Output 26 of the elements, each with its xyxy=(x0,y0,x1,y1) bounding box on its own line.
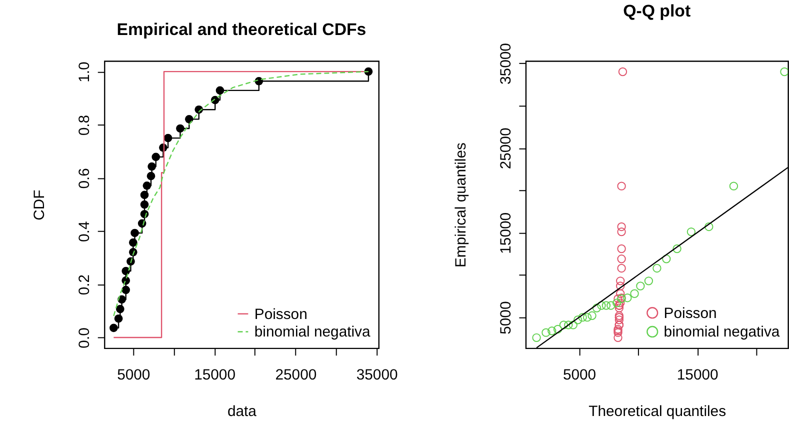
x-tick-label: 15000 xyxy=(676,367,718,384)
legend-label: binomial negativa xyxy=(664,324,780,341)
x-axis-title: Theoretical quantiles xyxy=(588,404,726,420)
y-axis-title: CDF xyxy=(32,190,48,220)
x-axis-title: data xyxy=(227,404,258,420)
y-tick-label: 25000 xyxy=(498,128,514,170)
y-tick-label: 1.0 xyxy=(76,62,93,82)
chart-title: Empirical and theoretical CDFs xyxy=(116,20,366,40)
legend-label: binomial negativa xyxy=(254,324,371,341)
y-tick-label: 0.8 xyxy=(76,114,93,136)
y-tick-label: 0.6 xyxy=(76,168,93,189)
y-tick-label: 0.0 xyxy=(76,328,93,348)
chart-title: Q-Q plot xyxy=(623,2,691,21)
legend-label: Poisson xyxy=(254,306,308,323)
y-tick-label: 35000 xyxy=(498,43,514,84)
x-tick-label: 25000 xyxy=(275,367,317,384)
y-tick-label: 0.2 xyxy=(76,274,93,296)
y-tick-label: 0.4 xyxy=(76,221,93,242)
y-tick-label: 15000 xyxy=(498,212,514,254)
x-tick-label: 5000 xyxy=(117,367,150,384)
x-tick-label: 5000 xyxy=(562,367,596,384)
x-tick-label: 35000 xyxy=(356,367,398,384)
y-axis-title: Empirical quantiles xyxy=(454,142,470,268)
legend-label: Poisson xyxy=(664,306,717,322)
x-tick-label: 15000 xyxy=(194,367,236,384)
y-tick-label: 5000 xyxy=(498,301,514,334)
